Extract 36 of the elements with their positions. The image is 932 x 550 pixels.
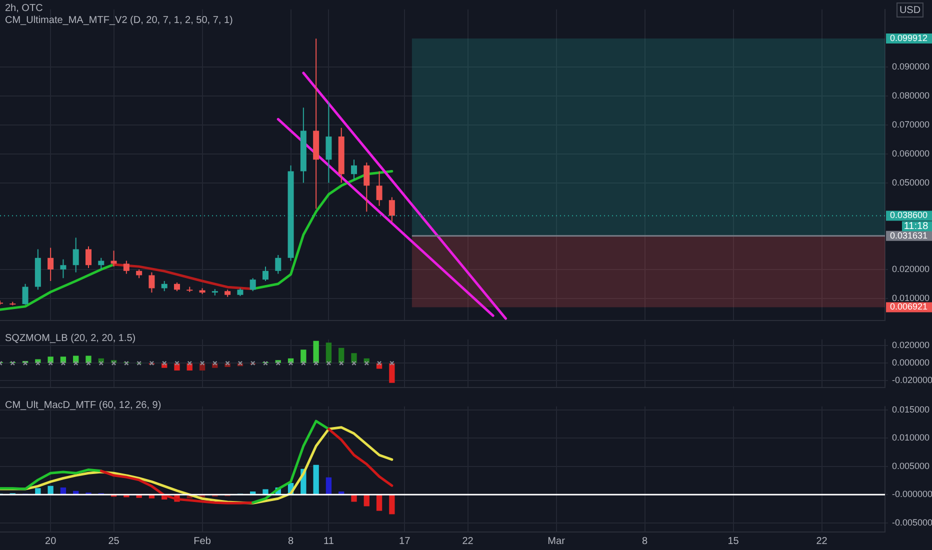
chart-title: CM_Ult_MacD_MTF (60, 12, 26, 9) xyxy=(5,400,162,411)
y-tick-label: -0.005000 xyxy=(892,517,932,528)
y-tick-label: 0.000000 xyxy=(892,358,930,368)
text: CM_Ultimate_MA_MTF_V2 (D, 20, 7, 1, 2, 50, 7, 1) xyxy=(5,14,233,26)
y-tick-label: 0.090000 xyxy=(892,62,930,72)
chart-title: 2h, OTC xyxy=(5,2,43,14)
text: 11:18 xyxy=(904,220,929,232)
x-tick-label: 25 xyxy=(108,536,120,547)
chart-title: SQZMOM_LB (20, 2, 20, 1.5) xyxy=(5,332,136,344)
band-label: 0.099912 xyxy=(890,33,928,44)
x-tick-label: 20 xyxy=(45,536,57,547)
y-tick-label: 0.010000 xyxy=(892,432,930,443)
x-tick-label: 11 xyxy=(324,536,334,547)
x-tick-label: 8 xyxy=(288,536,294,547)
x-tick-label: Mar xyxy=(548,536,566,547)
y-tick-label: -0.020000 xyxy=(892,375,932,386)
y-tick-label: 0.020000 xyxy=(892,340,930,350)
y-tick-label: 0.070000 xyxy=(892,119,930,130)
band-label: 0.006921 xyxy=(890,302,928,312)
y-tick-label: 0.060000 xyxy=(892,148,930,158)
x-tick-label: 15 xyxy=(728,536,740,547)
y-tick-label: 0.020000 xyxy=(892,264,930,274)
y-tick-label: 0.050000 xyxy=(892,177,930,188)
ref-line-label: 0.031631 xyxy=(890,230,928,240)
text: USD xyxy=(899,4,921,16)
ref-line-label: 0.038600 xyxy=(890,210,928,220)
x-tick-label: 22 xyxy=(816,536,828,547)
y-tick-label: 0.005000 xyxy=(892,460,930,471)
x-tick-label: Feb xyxy=(194,536,212,547)
y-tick-label: -0.000000 xyxy=(892,489,932,500)
y-tick-label: 0.015000 xyxy=(892,404,930,414)
x-tick-label: 8 xyxy=(642,536,648,547)
x-tick-label: 17 xyxy=(399,536,411,547)
y-tick-label: 0.080000 xyxy=(892,90,930,101)
y-tick-label: 0.010000 xyxy=(892,292,930,303)
x-tick-label: 22 xyxy=(462,536,474,547)
